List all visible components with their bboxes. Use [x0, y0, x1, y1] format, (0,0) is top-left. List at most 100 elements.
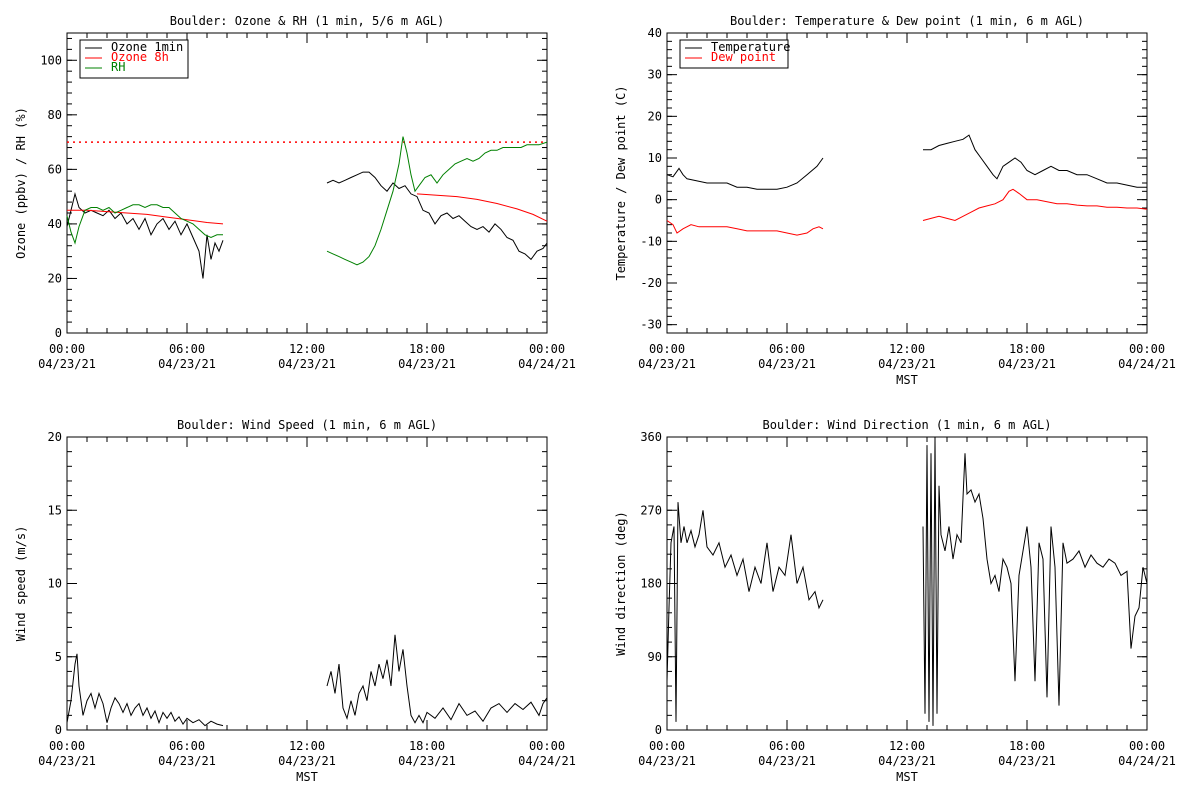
- y-axis-label: Temperature / Dew point (C): [614, 85, 628, 280]
- plot-frame: [66, 436, 548, 731]
- y-tick-label: 5: [55, 650, 62, 664]
- series-line: [922, 436, 1148, 726]
- x-tick-time: 00:00: [49, 739, 85, 753]
- rh-line: [66, 204, 223, 245]
- chart-title: Boulder: Wind Speed (1 min, 6 m AGL): [177, 418, 437, 432]
- y-tick-label: 180: [640, 577, 662, 591]
- x-axis-label: MST: [896, 373, 918, 387]
- ozone-8h-line: [416, 193, 548, 222]
- y-tick-label: -20: [640, 276, 662, 290]
- y-tick-label: 10: [48, 577, 62, 591]
- x-tick-time: 00:00: [649, 739, 685, 753]
- y-tick-label: 0: [55, 723, 62, 737]
- y-tick-label: 40: [648, 26, 662, 40]
- y-tick-label: 60: [48, 162, 62, 176]
- x-tick-date: 04/23/21: [278, 754, 336, 768]
- x-tick-time: 06:00: [169, 342, 205, 356]
- y-tick-label: 10: [648, 151, 662, 165]
- x-tick-time: 00:00: [529, 739, 565, 753]
- ozone-1min-line: [66, 191, 224, 279]
- x-tick-time: 18:00: [409, 342, 445, 356]
- x-tick-time: 12:00: [289, 342, 325, 356]
- x-tick-time: 00:00: [49, 342, 85, 356]
- legend-label-ozone-8h: Ozone 8h: [111, 50, 169, 64]
- x-tick-date: 04/23/21: [398, 754, 456, 768]
- legend-label-temperature: Temperature: [711, 40, 790, 54]
- series-line: [666, 502, 824, 722]
- y-axis-label: Wind direction (deg): [614, 511, 628, 656]
- x-tick-date: 04/24/21: [518, 357, 576, 371]
- x-tick-date: 04/23/21: [38, 754, 96, 768]
- series-line: [66, 653, 224, 727]
- x-tick-date: 04/24/21: [1118, 754, 1176, 768]
- y-tick-label: 360: [640, 430, 662, 444]
- y-tick-label: 20: [48, 430, 62, 444]
- x-tick-time: 06:00: [769, 739, 805, 753]
- x-tick-date: 04/24/21: [518, 754, 576, 768]
- x-tick-date: 04/24/21: [1118, 357, 1176, 371]
- x-tick-date: 04/23/21: [758, 357, 816, 371]
- legend-box: [79, 39, 189, 79]
- x-tick-date: 04/23/21: [278, 357, 336, 371]
- x-tick-time: 06:00: [169, 739, 205, 753]
- y-tick-label: 20: [648, 109, 662, 123]
- y-tick-label: 80: [48, 108, 62, 122]
- x-tick-time: 06:00: [769, 342, 805, 356]
- x-tick-date: 04/23/21: [878, 357, 936, 371]
- wind-direction-panel: Boulder: Wind Direction (1 min, 6 m AGL)…: [614, 418, 1176, 784]
- x-tick-date: 04/23/21: [638, 754, 696, 768]
- x-tick-date: 04/23/21: [638, 357, 696, 371]
- x-axis-label: MST: [896, 770, 918, 784]
- x-tick-date: 04/23/21: [38, 357, 96, 371]
- y-tick-label: 90: [648, 650, 662, 664]
- x-tick-date: 04/23/21: [998, 754, 1056, 768]
- plot-frame: [666, 32, 1148, 334]
- y-tick-label: 0: [55, 326, 62, 340]
- x-tick-time: 12:00: [889, 739, 925, 753]
- dew-point-line: [666, 220, 824, 236]
- x-tick-date: 04/23/21: [158, 357, 216, 371]
- chart-title: Boulder: Wind Direction (1 min, 6 m AGL): [763, 418, 1052, 432]
- plot-frame: [666, 436, 1148, 731]
- y-tick-label: 100: [40, 53, 62, 67]
- x-tick-date: 04/23/21: [878, 754, 936, 768]
- x-tick-date: 04/23/21: [398, 357, 456, 371]
- x-tick-date: 04/23/21: [158, 754, 216, 768]
- x-axis-label: MST: [296, 770, 318, 784]
- y-tick-label: 30: [648, 68, 662, 82]
- chart-title: Boulder: Temperature & Dew point (1 min,…: [730, 14, 1084, 28]
- x-tick-date: 04/23/21: [758, 754, 816, 768]
- y-tick-label: -30: [640, 318, 662, 332]
- ozone-rh-panel: Boulder: Ozone & RH (1 min, 5/6 m AGL) Oz…: [14, 14, 576, 371]
- rh-line: [326, 136, 548, 266]
- y-tick-label: 15: [48, 503, 62, 517]
- temperature-line: [923, 134, 1147, 188]
- y-tick-label: 40: [48, 217, 62, 231]
- x-tick-time: 00:00: [529, 342, 565, 356]
- y-tick-label: 0: [655, 193, 662, 207]
- legend-label-rh: RH: [111, 60, 125, 74]
- x-tick-time: 18:00: [409, 739, 445, 753]
- legend-label-ozone-1min: Ozone 1min: [111, 40, 183, 54]
- x-tick-time: 00:00: [649, 342, 685, 356]
- y-axis-label: Wind speed (m/s): [14, 526, 28, 642]
- y-tick-label: 0: [655, 723, 662, 737]
- x-tick-time: 12:00: [289, 739, 325, 753]
- ozone-8h-line: [67, 209, 224, 225]
- temperature-dewpoint-panel: Boulder: Temperature & Dew point (1 min,…: [614, 14, 1176, 387]
- y-tick-label: 270: [640, 503, 662, 517]
- chart-title: Boulder: Ozone & RH (1 min, 5/6 m AGL): [170, 14, 445, 28]
- x-tick-date: 04/23/21: [998, 357, 1056, 371]
- x-tick-time: 18:00: [1009, 342, 1045, 356]
- legend-box: [679, 39, 789, 69]
- x-tick-time: 00:00: [1129, 342, 1165, 356]
- y-tick-label: -10: [640, 234, 662, 248]
- y-tick-label: 20: [48, 271, 62, 285]
- x-tick-time: 00:00: [1129, 739, 1165, 753]
- series-line: [326, 634, 548, 724]
- x-tick-time: 18:00: [1009, 739, 1045, 753]
- ozone-1min-line: [326, 171, 548, 261]
- legend-label-dew-point: Dew point: [711, 50, 776, 64]
- x-tick-time: 12:00: [889, 342, 925, 356]
